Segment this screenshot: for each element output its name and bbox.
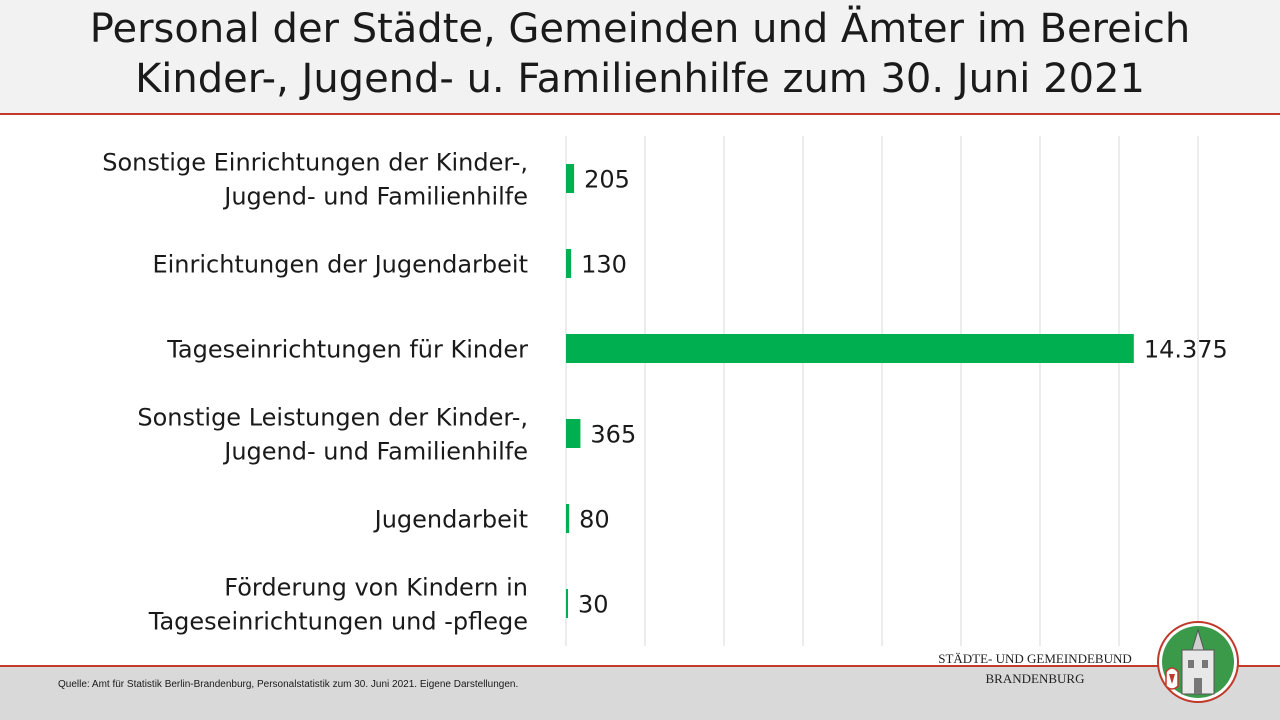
data-label: 30 (578, 591, 609, 619)
category-label: Förderung von Kindern in Tageseinrichtung… (148, 574, 528, 636)
category-label: Sonstige Einrichtungen der Kinder-, Jugen… (102, 149, 528, 211)
chart-title: Personal der Städte, Gemeinden und Ämter… (0, 4, 1280, 104)
data-label: 80 (579, 506, 610, 534)
category-label-line: Sonstige Leistungen der Kinder-, (137, 404, 528, 432)
category-label: Tageseinrichtungen für Kinder (166, 336, 528, 364)
title-banner: Personal der Städte, Gemeinden und Ämter… (0, 0, 1280, 115)
category-label: Einrichtungen der Jugendarbeit (152, 251, 528, 279)
category-label-line: Jugend- und Familienhilfe (222, 438, 528, 466)
category-label: Jugendarbeit (373, 506, 528, 534)
org-name-line-2: BRANDENBURG (985, 671, 1085, 686)
category-label-line: Tageseinrichtungen und -pflege (148, 608, 528, 636)
category-label-line: Jugend- und Familienhilfe (222, 183, 528, 211)
bar (566, 589, 568, 618)
bar (566, 249, 572, 278)
source-note: Quelle: Amt für Statistik Berlin-Branden… (58, 679, 519, 690)
chart-title-line-2: Kinder-, Jugend- u. Familienhilfe zum 30… (135, 56, 1145, 102)
chart-title-line-1: Personal der Städte, Gemeinden und Ämter… (89, 6, 1191, 52)
data-label: 130 (581, 251, 627, 279)
bar-chart: 205 Sonstige Einrichtungen der Kinder-, Ju… (102, 136, 1228, 646)
bar (566, 164, 575, 193)
bar (566, 334, 1134, 363)
data-label: 365 (590, 421, 636, 449)
footer-bar: Quelle: Amt für Statistik Berlin-Branden… (0, 651, 1280, 720)
category-label-line: Sonstige Einrichtungen der Kinder-, (102, 149, 528, 177)
bar (566, 419, 581, 448)
data-label: 205 (584, 166, 630, 194)
org-name: STÄDTE- UND GEMEINDEBUND BRANDENBURG (900, 649, 1170, 689)
data-label: 14.375 (1144, 336, 1228, 364)
category-label-line: Einrichtungen der Jugendarbeit (152, 251, 528, 279)
coat-of-arms-logo (1157, 621, 1239, 703)
org-name-line-1: STÄDTE- UND GEMEINDEBUND (938, 651, 1132, 666)
category-label-line: Förderung von Kindern in (224, 574, 528, 602)
category-label-line: Tageseinrichtungen für Kinder (166, 336, 528, 364)
bar (566, 504, 570, 533)
category-label-line: Jugendarbeit (373, 506, 528, 534)
category-label: Sonstige Leistungen der Kinder-, Jugend- … (137, 404, 528, 466)
